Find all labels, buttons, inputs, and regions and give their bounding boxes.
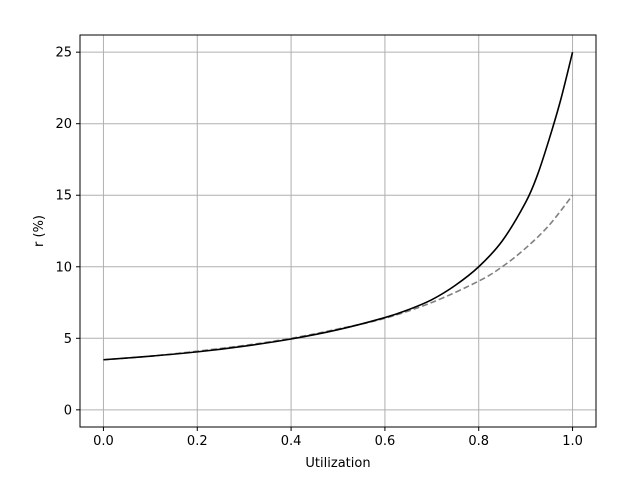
y-tick-label: 25 bbox=[55, 46, 72, 61]
y-axis-label: r (%) bbox=[32, 215, 47, 247]
series-lines bbox=[103, 51, 574, 361]
solid-series-line bbox=[103, 51, 574, 361]
x-axis-label: Utilization bbox=[305, 456, 370, 471]
y-tick-label: 5 bbox=[64, 332, 72, 347]
y-tick-label: 0 bbox=[64, 403, 72, 418]
y-tick-label: 20 bbox=[55, 117, 72, 132]
plot-frame bbox=[79, 34, 597, 428]
grid-lines bbox=[80, 35, 596, 427]
x-tick-label: 0.2 bbox=[187, 434, 208, 449]
x-tick-label: 0.4 bbox=[281, 434, 302, 449]
x-tick-label: 0.0 bbox=[93, 434, 114, 449]
dashed-series-line bbox=[103, 194, 574, 361]
axis-ticks: 0.0 0.2 0.4 0.6 0.8 1.0 0 5 10 15 20 25 bbox=[55, 46, 582, 449]
x-tick-label: 0.6 bbox=[375, 434, 396, 449]
y-tick-label: 15 bbox=[55, 189, 72, 204]
x-tick-label: 1.0 bbox=[562, 434, 583, 449]
x-tick-label: 0.8 bbox=[468, 434, 489, 449]
y-tick-label: 10 bbox=[55, 260, 72, 275]
